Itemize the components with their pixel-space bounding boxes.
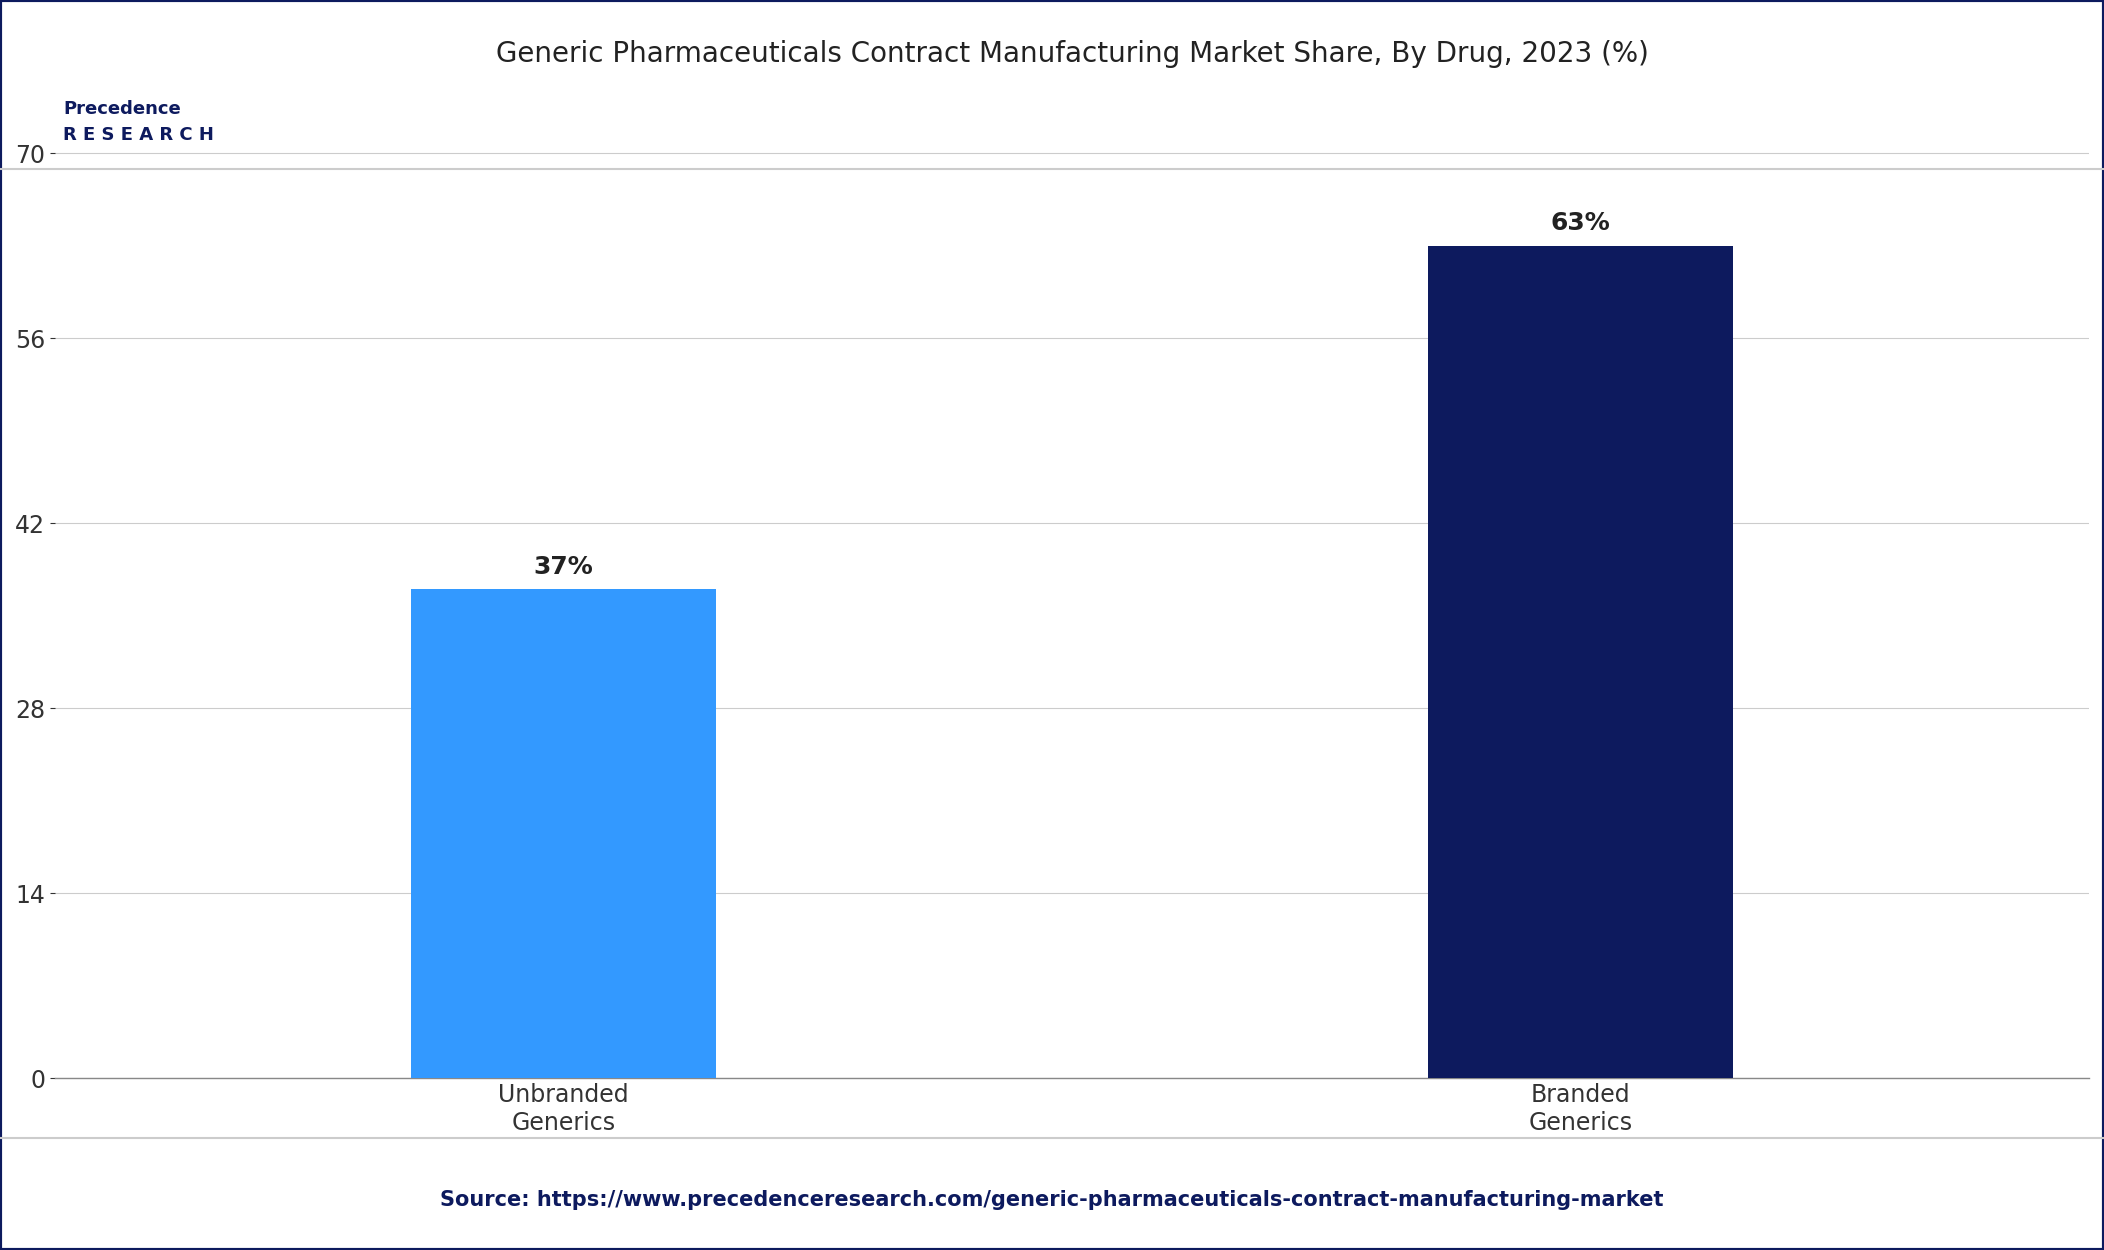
Text: 37%: 37%	[534, 555, 593, 579]
Title: Generic Pharmaceuticals Contract Manufacturing Market Share, By Drug, 2023 (%): Generic Pharmaceuticals Contract Manufac…	[497, 40, 1647, 68]
Bar	[410, 589, 715, 1079]
Text: 63%: 63%	[1551, 211, 1610, 235]
Bar	[1429, 245, 1734, 1079]
Text: Precedence
R E S E A R C H: Precedence R E S E A R C H	[63, 100, 215, 145]
Text: Source: https://www.precedenceresearch.com/generic-pharmaceuticals-contract-manu: Source: https://www.precedenceresearch.c…	[440, 1190, 1664, 1210]
